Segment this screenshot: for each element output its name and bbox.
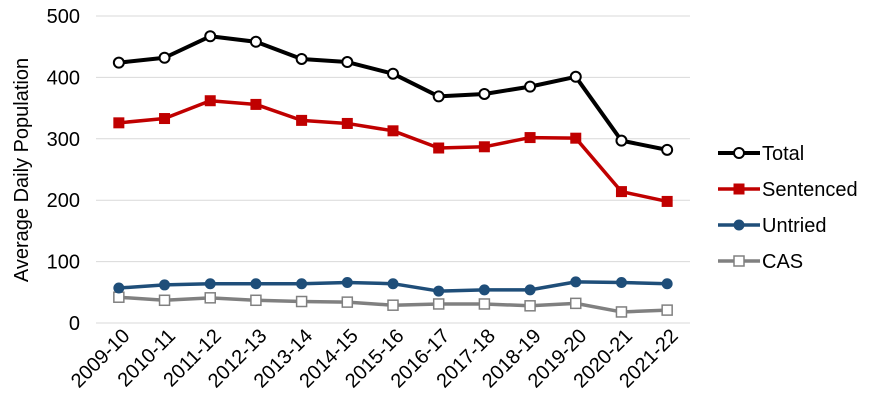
legend-marker [733, 147, 745, 159]
data-point-total [387, 67, 399, 80]
data-point-sentenced [570, 132, 582, 144]
y-tick-label: 400 [47, 67, 80, 89]
data-point-sentenced [341, 117, 353, 129]
legend: Total Sentenced Untried CAS [718, 143, 858, 273]
data-point-sentenced [661, 195, 673, 207]
legend-label: CAS [762, 251, 803, 273]
data-point-untried [615, 276, 627, 288]
data-point-untried [433, 285, 445, 297]
data-point-untried [570, 276, 582, 288]
data-point-total [569, 70, 582, 83]
data-point-total [661, 143, 674, 156]
legend-item-untried: Untried [718, 215, 826, 237]
series-lines [112, 30, 674, 318]
y-tick-label: 0 [69, 313, 80, 335]
data-point-sentenced [113, 117, 125, 129]
data-point-sentenced [204, 95, 216, 107]
data-point-cas [432, 298, 445, 310]
y-axis-ticks: 0 100 200 300 400 500 [47, 6, 80, 335]
gridlines [96, 15, 690, 263]
legend-marker [733, 183, 745, 195]
series-untried [113, 276, 673, 297]
data-point-cas [113, 291, 125, 303]
legend-item-total: Total [718, 143, 804, 165]
legend-item-sentenced: Sentenced [718, 179, 858, 201]
data-point-cas [204, 292, 216, 304]
data-point-cas [158, 294, 171, 307]
data-point-total [524, 80, 537, 93]
legend-marker [733, 255, 745, 267]
data-point-untried [661, 278, 673, 290]
data-point-cas [341, 296, 354, 308]
y-tick-label: 300 [47, 129, 80, 151]
data-point-untried [296, 278, 308, 290]
data-point-sentenced [296, 114, 308, 126]
data-point-cas [295, 295, 308, 308]
series-line-sentenced [118, 98, 668, 204]
legend-marker [733, 219, 745, 231]
data-point-untried [159, 279, 171, 291]
series-total [112, 30, 674, 156]
data-point-total [295, 52, 308, 65]
legend-label: Total [762, 143, 804, 165]
data-point-total [112, 56, 125, 69]
data-point-cas [524, 300, 536, 312]
data-point-cas [478, 298, 491, 310]
data-point-total [158, 51, 171, 64]
data-point-sentenced [387, 125, 399, 137]
data-point-sentenced [159, 113, 171, 125]
data-point-untried [387, 278, 399, 290]
data-point-total [478, 87, 491, 100]
legend-label: Untried [762, 215, 826, 237]
data-point-total [341, 56, 354, 69]
x-axis-ticks: 2009-102010-112011-122012-132013-142014-… [67, 325, 683, 392]
data-point-untried [524, 284, 536, 296]
data-point-untried [113, 282, 125, 294]
data-point-sentenced [524, 132, 536, 144]
data-point-cas [661, 304, 673, 316]
data-point-total [432, 90, 445, 103]
y-tick-label: 500 [47, 6, 80, 28]
data-point-untried [341, 276, 353, 288]
legend-item-cas: CAS [718, 251, 803, 273]
data-point-cas [615, 306, 628, 318]
y-tick-label: 100 [47, 252, 80, 274]
data-point-untried [478, 284, 490, 296]
data-point-total [615, 134, 628, 147]
data-point-cas [570, 297, 582, 310]
data-point-untried [204, 278, 216, 290]
data-point-sentenced [433, 142, 445, 154]
data-point-sentenced [615, 186, 627, 198]
series-cas [113, 291, 673, 318]
data-point-total [204, 30, 217, 43]
legend-label: Sentenced [762, 179, 858, 201]
data-point-total [249, 35, 262, 48]
data-point-untried [250, 278, 262, 290]
data-point-sentenced [250, 98, 262, 110]
series-sentenced [113, 95, 673, 207]
y-tick-label: 200 [47, 190, 80, 212]
data-point-cas [387, 299, 399, 311]
data-point-cas [250, 294, 262, 307]
y-axis-label: Average Daily Population [11, 58, 33, 282]
data-point-sentenced [478, 141, 490, 153]
